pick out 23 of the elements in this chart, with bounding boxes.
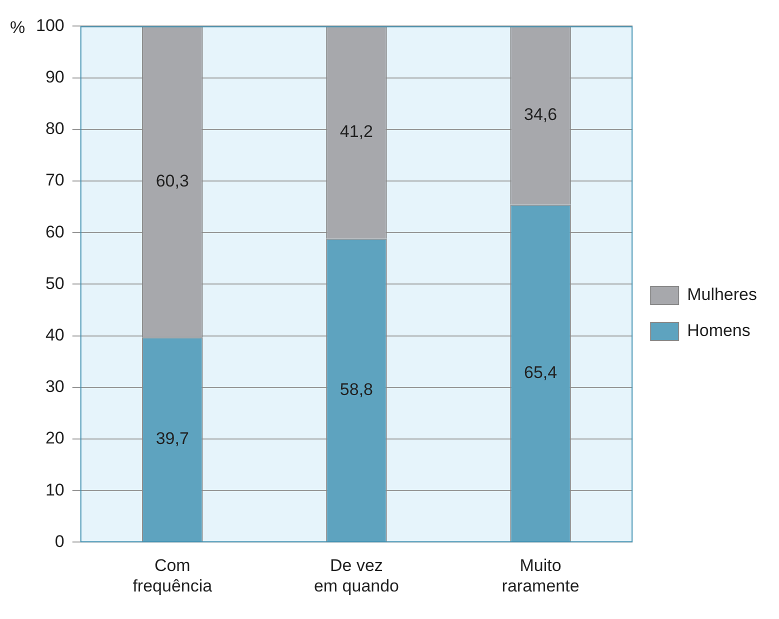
legend-label: Mulheres: [687, 285, 758, 304]
x-tick-label: Muito raramente: [502, 556, 580, 596]
y-tick-label: 0: [54, 532, 64, 551]
y-tick-label: 10: [45, 480, 64, 500]
data-label: 41,2: [340, 122, 374, 142]
y-tick-label: 70: [45, 170, 64, 190]
y-axis-title: %: [10, 18, 26, 37]
y-tick-label: 20: [45, 428, 64, 448]
y-tick-label: 50: [45, 274, 64, 293]
x-tick-label: De vez em quando: [314, 556, 400, 596]
y-tick-label: 60: [45, 222, 64, 242]
data-label: 65,4: [524, 362, 558, 382]
data-label: 60,3: [156, 171, 189, 190]
y-tick-label: 30: [45, 377, 64, 396]
y-tick-label: 80: [45, 119, 64, 138]
data-label: 34,6: [524, 105, 558, 124]
y-tick-label: 100: [36, 16, 64, 35]
data-label: 58,8: [340, 380, 374, 399]
y-tick-label: 40: [45, 325, 64, 344]
data-label: 39,7: [156, 429, 189, 448]
x-tick-label: Com frequência: [132, 556, 213, 596]
legend-label: Homens: [687, 321, 750, 340]
y-tick-label: 90: [45, 67, 64, 86]
